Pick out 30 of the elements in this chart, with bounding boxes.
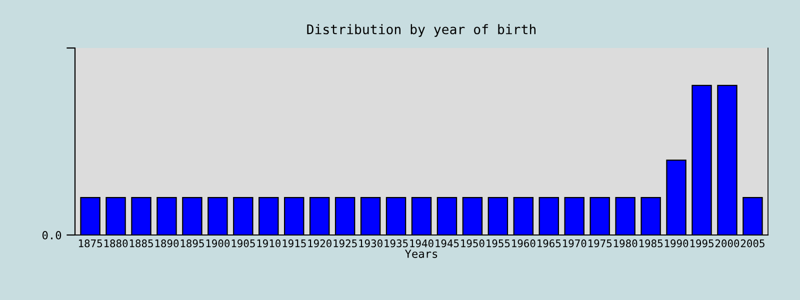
x-tick-label: 1990 <box>664 239 688 248</box>
x-tick-label: 1890 <box>155 239 179 248</box>
text: 0.0 <box>42 231 62 240</box>
x-tick-label: 1965 <box>538 239 561 248</box>
x-tick-label: 1940 <box>410 239 434 248</box>
x-tick-label: 2005 <box>740 239 764 248</box>
x-tick-label: 1995 <box>690 239 714 248</box>
x-tick-label: 1935 <box>384 239 408 248</box>
x-tick-label: 1970 <box>563 239 586 248</box>
x-tick-label: 1930 <box>359 239 382 248</box>
x-tick-label: 1910 <box>257 239 280 248</box>
x-tick-label: 1875 <box>78 239 102 248</box>
x-tick-label: 1975 <box>588 239 612 248</box>
x-tick-label: 1955 <box>486 239 510 248</box>
x-tick-label: 1900 <box>206 239 230 248</box>
x-axis-title: Years <box>404 250 438 258</box>
x-tick-label: 1985 <box>640 239 663 248</box>
x-tick-label: 1880 <box>104 239 128 248</box>
x-tick-label: 1945 <box>436 239 459 248</box>
x-tick-label: 1885 <box>130 239 153 248</box>
x-tick-label: 1950 <box>461 239 484 248</box>
x-tick-label: 1925 <box>334 239 357 248</box>
x-tick-label: 1960 <box>512 239 536 248</box>
x-tick-label: 1905 <box>232 239 255 248</box>
x-tick-label: 1920 <box>308 239 332 248</box>
x-tick-label: 2000 <box>715 239 740 248</box>
x-tick-label: 1895 <box>180 239 204 248</box>
x-tick-label: 1915 <box>282 239 306 248</box>
x-tick-label: 1980 <box>614 239 638 248</box>
chart-title: Distribution by year of birth <box>307 24 536 37</box>
